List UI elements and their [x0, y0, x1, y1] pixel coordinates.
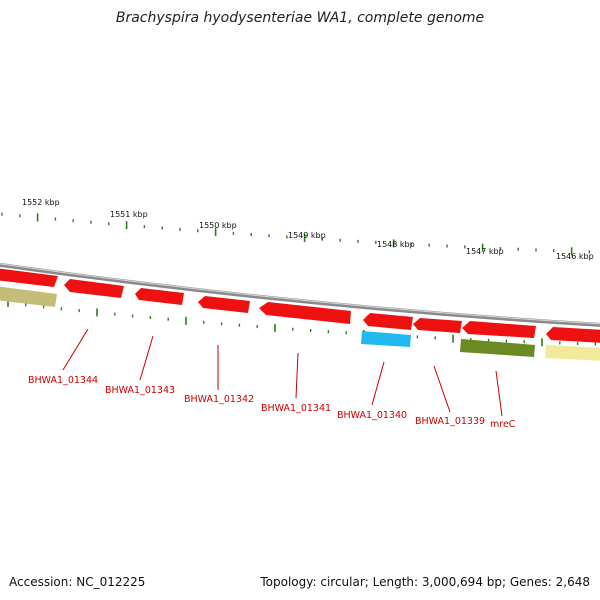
gene-label-bhwa1-01341: BHWA1_01341 [261, 403, 331, 414]
accession-text: Accession: NC_012225 [9, 575, 146, 589]
gene-label-bhwa1-01342: BHWA1_01342 [184, 394, 254, 405]
leader-bhwa1-01339 [433, 365, 451, 413]
kbp-label-1552: 1552 kbp [22, 198, 60, 207]
gene-arrow-left-edge [0, 268, 58, 287]
ruler-labels: 1552 kbp 1551 kbp 1550 kbp 1549 kbp 1548… [22, 198, 594, 261]
gene-label-bhwa1-01344: BHWA1_01344 [28, 375, 98, 386]
gene-labels: BHWA1_01344 BHWA1_01343 BHWA1_01342 BHWA… [28, 375, 516, 430]
kbp-label-1550: 1550 kbp [199, 221, 237, 230]
genome-backbone [0, 262, 600, 327]
gene-arrow-right-edge [546, 327, 600, 343]
gene-label-bhwa1-01339: BHWA1_01339 [415, 416, 485, 427]
kbp-label-1549: 1549 kbp [288, 231, 326, 240]
gene-label-bhwa1-01343: BHWA1_01343 [105, 385, 175, 396]
ruler-ticks [1, 212, 597, 347]
gene-label-bhwa1-01340: BHWA1_01340 [337, 410, 407, 421]
gene-arrow-bhwa1-01340-fwd [363, 313, 413, 330]
gene-arrow-bhwa1-01344 [64, 279, 124, 298]
gene-arrow-bhwa1-01342 [198, 296, 250, 313]
topology-text: Topology: circular; Length: 3,000,694 bp… [260, 575, 590, 589]
kbp-label-1546: 1546 kbp [556, 252, 594, 261]
gene-arrow-bhwa1-01343 [135, 288, 184, 305]
leader-bhwa1-01343 [139, 335, 154, 381]
forward-strand-genes [0, 268, 600, 343]
gene-arrow-mrec-fwd [462, 321, 536, 338]
label-leaders [62, 328, 503, 417]
reverse-strand-genes [0, 286, 600, 361]
kbp-label-1547: 1547 kbp [466, 247, 504, 256]
genome-title: Brachyspira hyodysenteriae WA1, complete… [115, 10, 485, 26]
gene-arrow-bhwa1-01341 [259, 302, 351, 324]
leader-bhwa1-01341 [295, 352, 299, 399]
leader-bhwa1-01344 [62, 328, 89, 371]
gene-block-olive [460, 339, 535, 357]
gene-block-cyan [361, 331, 411, 347]
gene-label-mrec: mreC [490, 419, 516, 430]
kbp-label-1548: 1548 kbp [377, 240, 415, 249]
gene-arrow-bhwa1-01339 [413, 318, 462, 333]
kbp-label-1551: 1551 kbp [110, 210, 148, 219]
gene-block-khaki [0, 286, 57, 307]
leader-mrec [495, 370, 503, 417]
gene-block-pale [545, 345, 600, 361]
genome-backbone-highlight [0, 263, 600, 325]
leader-bhwa1-01340 [371, 361, 385, 406]
